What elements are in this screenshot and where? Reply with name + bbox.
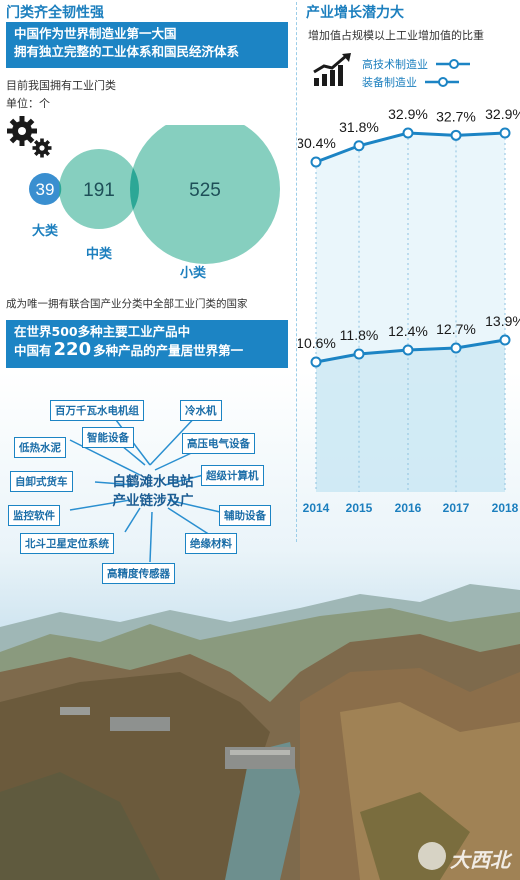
product-smart-equipment: 智能设备 (82, 427, 134, 448)
label-xiaolei: 小类 (180, 266, 207, 281)
product-beidou: 北斗卫星定位系统 (20, 533, 114, 554)
legend: 高技术制造业 装备制造业 (362, 55, 474, 91)
right-subtitle: 增加值占规模以上工业增加值的比重 (308, 29, 484, 42)
product-chiller: 冷水机 (180, 400, 222, 421)
watermark-text: 大西北 (450, 848, 510, 872)
bubble-zhonglei (59, 149, 139, 229)
product-monitoring-software: 监控软件 (8, 505, 60, 526)
product-sensors: 高精度传感器 (102, 563, 175, 584)
label-zhonglei: 中类 (86, 247, 113, 262)
point-equipment-2015 (353, 140, 365, 152)
banner2-prefix: 中国有 (14, 343, 52, 358)
legend-swatch-hightech (436, 59, 470, 69)
product-hydro-turbine: 百万千瓦水电机组 (50, 400, 144, 421)
point-equipment-2017 (450, 129, 462, 141)
bubble-zhonglei-value: 191 (83, 180, 115, 201)
product-hv-electrical: 高压电气设备 (182, 433, 255, 454)
product-insulation: 绝缘材料 (185, 533, 237, 554)
banner-line-1: 中国作为世界制造业第一大国 (14, 26, 177, 41)
unit-label: 单位：个 (6, 97, 50, 110)
point-hightech-2015 (353, 348, 365, 360)
bubble-xiaolei (130, 125, 280, 264)
column-divider (296, 2, 297, 542)
product-low-heat-cement: 低热水泥 (14, 437, 66, 458)
label-equipment-2016: 32.9% (388, 106, 428, 122)
product-dump-truck: 自卸式货车 (10, 471, 73, 492)
products-banner: 在世界500多种主要工业产品中 中国有 220 多种产品的产量居世界第一 (6, 320, 288, 368)
point-equipment-2018 (499, 127, 511, 139)
label-hightech-2018: 13.9% (485, 313, 520, 329)
categories-bubble-chart: 39 191 525 (29, 125, 280, 264)
label-equipment-2015: 31.8% (339, 119, 379, 135)
point-hightech-2018 (499, 334, 511, 346)
banner2-suffix: 多种产品的产量居世界第一 (93, 343, 244, 358)
point-hightech-2016 (402, 344, 414, 356)
watermark-emblem (418, 842, 446, 870)
growth-line-chart: 30.4%31.8% 32.9% 32.7% 32.9% 10.6%11.8% 12.4%… (298, 106, 520, 515)
legend-item-equipment: 装备制造业 (362, 73, 474, 91)
gears-icon (7, 116, 52, 158)
label-hightech-2014: 10.6% (298, 335, 336, 351)
x-tick-2014: 2014 (303, 501, 330, 515)
x-tick-2017: 2017 (443, 501, 470, 515)
legend-label-equipment: 装备制造业 (362, 76, 417, 89)
hub-label: 白鹤滩水电站 产业链涉及广 (95, 473, 211, 511)
banner-line-2: 拥有独立完整的工业体系和国民经济体系 (14, 44, 240, 59)
area-hightech (316, 340, 505, 492)
label-equipment-2014: 30.4% (298, 135, 336, 151)
x-tick-2015: 2015 (346, 501, 373, 515)
label-hightech-2015: 11.8% (340, 327, 379, 343)
growth-chart-icon (313, 53, 351, 86)
note-all-categories: 成为唯一拥有联合国产业分类中全部工业门类的国家 (6, 298, 248, 310)
banner2-number: 220 (53, 339, 92, 360)
legend-swatch-equipment (425, 77, 459, 87)
left-section-title: 门类齐全韧性强 (6, 5, 104, 21)
watermark: 大西北 (418, 838, 514, 874)
hub-line-2: 产业链涉及广 (112, 493, 194, 509)
point-hightech-2014 (310, 356, 322, 368)
legend-label-hightech: 高技术制造业 (362, 58, 428, 71)
x-tick-2016: 2016 (395, 501, 422, 515)
banner2-line-2: 中国有 220 多种产品的产量居世界第一 (14, 341, 280, 360)
hub-line-1: 白鹤滩水电站 (112, 474, 194, 490)
label-dalei: 大类 (32, 224, 59, 239)
x-tick-2018: 2018 (492, 501, 519, 515)
bubble-xiaolei-value: 525 (189, 180, 221, 201)
product-aux-equipment: 辅助设备 (219, 505, 271, 526)
point-hightech-2017 (450, 342, 462, 354)
product-supercomputer: 超级计算机 (201, 465, 264, 486)
label-hightech-2017: 12.7% (436, 321, 476, 337)
label-hightech-2016: 12.4% (388, 323, 428, 339)
bubble-dalei-value: 39 (36, 180, 55, 199)
point-equipment-2016 (402, 127, 414, 139)
left-banner: 中国作为世界制造业第一大国 拥有独立完整的工业体系和国民经济体系 (6, 22, 288, 68)
banner2-line-1: 在世界500多种主要工业产品中 (14, 324, 191, 339)
legend-item-hightech: 高技术制造业 (362, 55, 474, 73)
label-equipment-2017: 32.7% (436, 108, 476, 124)
label-equipment-2018: 32.9% (485, 106, 520, 122)
point-equipment-2014 (310, 156, 322, 168)
industry-categories-caption: 目前我国拥有工业门类 (6, 79, 116, 92)
right-section-title: 产业增长潜力大 (306, 5, 404, 21)
bubble-dalei (29, 173, 61, 205)
